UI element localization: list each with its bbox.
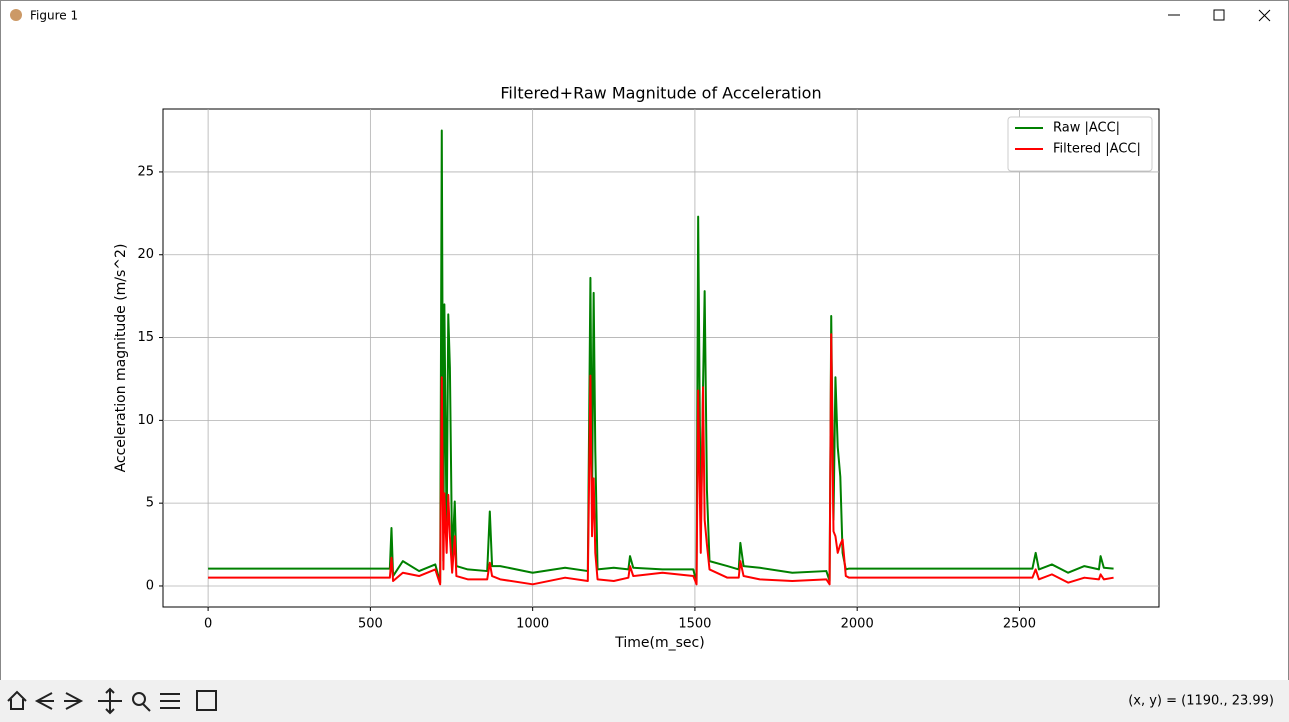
y-tick-label: 10 xyxy=(137,413,154,428)
legend-box xyxy=(1007,116,1153,172)
app-icon xyxy=(10,9,22,21)
legend-label: Filtered |ACC| xyxy=(1053,142,1141,157)
window-title: Figure 1 xyxy=(30,9,78,23)
y-tick-label: 25 xyxy=(137,164,154,179)
x-tick-label: 1500 xyxy=(678,617,711,632)
toolbar xyxy=(0,680,1289,722)
status-text: (x, y) = (1190., 23.99) xyxy=(1128,694,1274,709)
x-tick-label: 2500 xyxy=(1003,617,1036,632)
axes xyxy=(162,108,1160,608)
pan-button[interactable] xyxy=(98,687,122,715)
x-tick-label: 1000 xyxy=(516,617,549,632)
y-tick-label: 0 xyxy=(146,578,154,593)
y-tick-label: 15 xyxy=(137,330,154,345)
chart-title: Filtered+Raw Magnitude of Acceleration xyxy=(500,84,821,103)
forward-button[interactable] xyxy=(64,692,84,710)
zoom-button[interactable] xyxy=(132,692,151,712)
y-tick-label: 20 xyxy=(137,247,154,262)
x-tick-label: 0 xyxy=(204,617,212,632)
close-button[interactable] xyxy=(1258,9,1271,22)
maximize-button[interactable] xyxy=(1213,9,1225,21)
home-button[interactable] xyxy=(7,690,27,710)
back-button[interactable] xyxy=(34,692,54,710)
y-axis-label: Acceleration magnitude (m/s^2) xyxy=(113,244,129,473)
plot: 0 500 1000 1500 2000 2500 0 5 10 15 20 25 Raw |ACC| F… xyxy=(137,109,1159,632)
x-tick-label: 2000 xyxy=(841,617,874,632)
data-line xyxy=(208,333,1114,586)
save-button[interactable] xyxy=(196,690,217,711)
y-tick-label: 5 xyxy=(146,496,154,511)
legend-label: Raw |ACC| xyxy=(1053,121,1120,136)
x-tick-label: 500 xyxy=(358,617,383,632)
x-axis-label: Time(m_sec) xyxy=(614,635,704,651)
configure-button[interactable] xyxy=(160,693,180,709)
